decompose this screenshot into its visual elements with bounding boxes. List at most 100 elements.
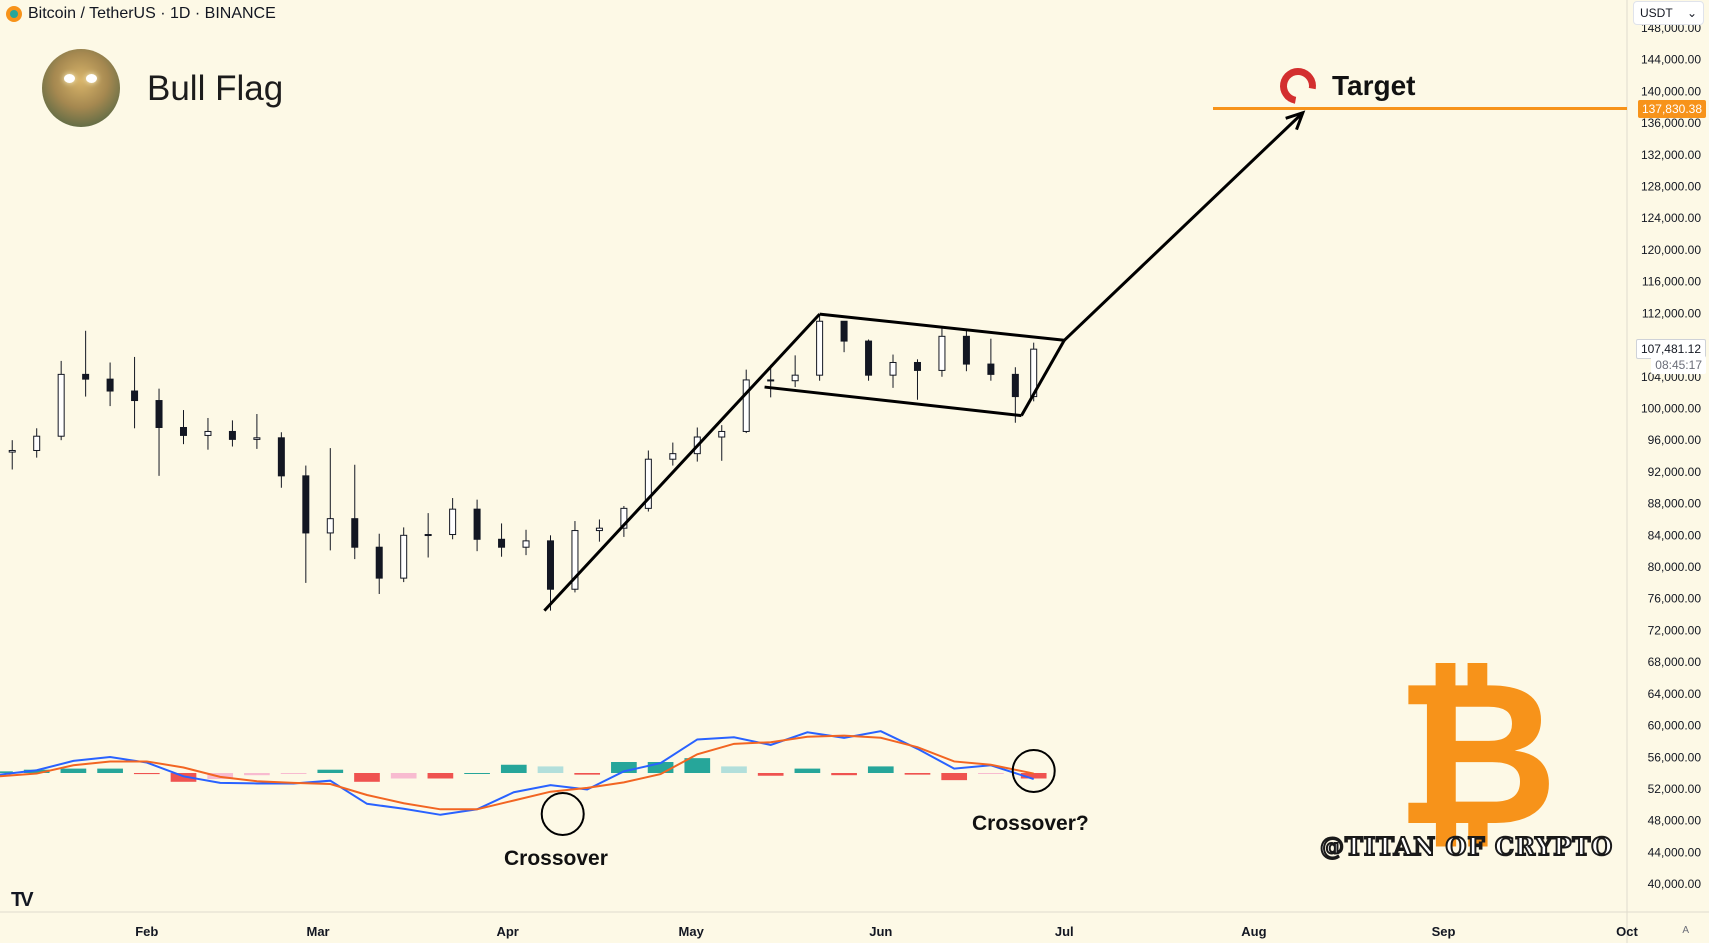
macd-histogram-bar	[978, 773, 1004, 774]
candle-body	[131, 390, 139, 402]
macd-histogram-bar	[244, 773, 270, 776]
crossover-label: Crossover	[504, 847, 608, 870]
macd-histogram-bar	[280, 773, 307, 774]
price-tick-label: 68,000.00	[1648, 655, 1702, 669]
candle-body	[522, 540, 530, 548]
arrow-head	[1285, 110, 1306, 131]
candle-body	[400, 534, 408, 579]
candle-body	[449, 508, 457, 536]
price-tick-label: 44,000.00	[1648, 845, 1702, 859]
time-tick-label: Sep	[1432, 924, 1456, 939]
candle-body	[889, 361, 897, 376]
magnet-icon	[1272, 60, 1324, 112]
candle-body	[277, 437, 285, 477]
macd-histogram-bar	[0, 771, 13, 773]
signal-line	[0, 734, 1034, 811]
candle-body	[571, 530, 579, 590]
symbol-header[interactable]: Bitcoin / TetherUS · 1D · BINANCE	[6, 3, 276, 25]
tradingview-logo-icon[interactable]: TV	[11, 889, 33, 911]
crossover-circle	[540, 792, 585, 836]
candles-layer	[8, 314, 1038, 611]
macd-histogram-bar	[133, 773, 160, 775]
macd-histogram-bar	[684, 758, 711, 773]
candle-body	[938, 335, 946, 371]
candle-body	[179, 426, 187, 436]
candle-body	[1011, 373, 1019, 398]
candle-body	[816, 320, 824, 376]
brand-signature: @TITAN OF CRYPTO	[1319, 831, 1614, 862]
candle-body	[8, 449, 16, 453]
chevron-down-icon: ⌄	[1686, 6, 1697, 20]
bitcoin-logo: ₿	[1395, 638, 1558, 871]
price-tick-label: 124,000.00	[1641, 211, 1701, 225]
price-tick-label: 76,000.00	[1648, 592, 1702, 606]
macd-histogram-bar	[464, 773, 490, 774]
candle-body	[253, 437, 261, 440]
macd-histogram-bar	[170, 773, 197, 782]
macd-histogram-bar	[97, 768, 123, 773]
candle-body	[913, 361, 921, 371]
flag-pole	[543, 313, 821, 612]
currency-label: USDT	[1640, 6, 1673, 20]
macd-histogram-bar	[1020, 773, 1047, 779]
auto-scale-icon[interactable]: A	[1682, 925, 1689, 936]
price-tick-label: 72,000.00	[1648, 623, 1702, 637]
time-tick-label: Feb	[135, 924, 158, 939]
candle-body	[595, 527, 603, 532]
macd-indicator	[0, 730, 1056, 836]
macd-histogram-bar	[500, 764, 527, 773]
price-tick-label: 116,000.00	[1642, 275, 1701, 289]
candle-body	[57, 373, 65, 437]
candle-body	[326, 518, 334, 534]
author-avatar	[42, 49, 120, 127]
macd-histogram-bar	[721, 766, 747, 773]
target-label: Target	[1332, 70, 1416, 101]
candle-body	[791, 374, 799, 382]
time-tick-label: May	[679, 924, 705, 939]
macd-histogram-bar	[904, 773, 931, 775]
candle-body	[987, 363, 995, 375]
candle-body	[82, 373, 90, 380]
candle-body	[840, 320, 848, 342]
candle-body	[106, 378, 114, 392]
macd-histogram-bar	[390, 773, 417, 779]
avatar-eye-right	[86, 74, 97, 83]
price-tick-label: 52,000.00	[1648, 782, 1702, 796]
candle-body	[498, 538, 506, 548]
avatar-eye-left	[64, 74, 75, 83]
price-tick-label: 144,000.00	[1641, 53, 1701, 67]
flag-lower-boundary	[764, 385, 1022, 418]
price-axis: 40,000.00 44,000.00 48,000.00 52,000.00 56,0…	[1641, 21, 1701, 891]
candle-body	[718, 430, 726, 438]
candle-body	[375, 546, 383, 579]
bull-flag-drawing	[543, 110, 1306, 612]
price-tick-label: 100,000.00	[1641, 401, 1701, 415]
candle-body	[424, 534, 432, 537]
macd-histogram-bar	[354, 773, 380, 782]
macd-histogram-bar	[647, 762, 674, 773]
target-annotation: Target	[1272, 60, 1416, 112]
candle-body	[302, 475, 310, 534]
macd-histogram-bar	[757, 773, 784, 776]
candle-body	[33, 435, 41, 451]
candle-body	[669, 453, 677, 460]
macd-histogram-bar	[60, 768, 87, 773]
price-tick-label: 80,000.00	[1648, 560, 1702, 574]
time-tick-label: Jun	[869, 924, 892, 939]
price-tick-label: 132,000.00	[1641, 148, 1701, 162]
bitcoin-coin-icon	[6, 6, 22, 22]
price-tick-label: 64,000.00	[1648, 687, 1702, 701]
candle-body	[767, 379, 775, 382]
currency-select[interactable]: USDT ⌄	[1633, 1, 1704, 25]
price-tick-label: 128,000.00	[1641, 179, 1701, 193]
macd-histogram-bar	[831, 773, 857, 776]
candle-body	[620, 507, 628, 529]
crossover-circle	[1011, 749, 1056, 793]
flag-right-boundary	[1020, 339, 1066, 417]
macd-histogram-bar	[574, 773, 601, 775]
macd-histogram-bar	[427, 773, 454, 779]
time-tick-label: Jul	[1055, 924, 1074, 939]
candle-body	[962, 335, 970, 365]
